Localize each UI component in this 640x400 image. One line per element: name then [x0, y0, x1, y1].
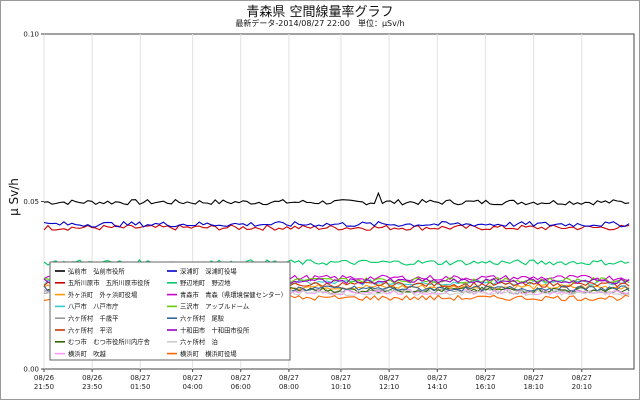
x-tick-date: 08/27: [427, 374, 447, 382]
y-tick-label: 0.05: [23, 198, 39, 206]
x-tick-time: 16:10: [475, 383, 495, 391]
x-tick-date: 08/27: [279, 374, 299, 382]
x-tick-date: 08/27: [231, 374, 251, 382]
x-tick-time: 18:10: [523, 383, 543, 391]
legend-label: 野辺地町 野辺地: [180, 278, 231, 287]
x-tick-date: 08/26: [34, 374, 55, 382]
x-tick-date: 08/27: [572, 374, 592, 382]
legend-box: [49, 261, 291, 361]
legend-label: むつ市 むつ市役所川内庁舎: [68, 337, 151, 346]
series-line: [43, 220, 630, 228]
chart-title: 青森県 空間線量率グラフ: [246, 5, 394, 20]
legend-label: 横浜町 吹越: [68, 349, 106, 358]
x-tick-time: 14:10: [427, 383, 447, 391]
legend-label: 横浜町 横浜町役場: [180, 349, 237, 358]
chart-subtitle: 最新データ-2014/08/27 22:00 単位：μSv/h: [235, 19, 405, 28]
legend-label: 五所川原市 五所川原市役所: [68, 278, 151, 287]
x-tick-date: 08/27: [379, 374, 399, 382]
x-tick-time: 01:50: [130, 383, 150, 391]
x-tick-time: 21:50: [34, 383, 54, 391]
legend-label: 三沢市 アップルドーム: [180, 302, 249, 311]
x-tick-time: 23:50: [82, 383, 102, 391]
x-tick-time: 04:00: [182, 383, 202, 391]
legend-label: 弘前市 弘前市役所: [68, 266, 125, 275]
x-tick-time: 12:10: [379, 383, 399, 391]
series-line: [43, 191, 630, 206]
x-tick-time: 06:00: [231, 383, 251, 391]
series-line: [43, 224, 630, 231]
y-tick-label: 0.00: [23, 366, 39, 374]
x-tick-date: 08/27: [331, 374, 351, 382]
legend-label: 六ヶ所村 平沼: [68, 325, 112, 334]
legend-label: 青森市 青森（県環境保健センター）: [180, 290, 287, 299]
x-tick-date: 08/27: [475, 374, 495, 382]
x-tick-time: 20:10: [572, 383, 592, 391]
legend-label: 外ヶ浜町 外ヶ浜町役場: [68, 290, 138, 299]
x-tick-date: 08/27: [182, 374, 202, 382]
x-tick-date: 08/27: [523, 374, 543, 382]
legend-label: 六ヶ所村 尾駮: [180, 314, 225, 323]
x-tick-time: 08:00: [279, 383, 299, 391]
y-tick-label: 0.10: [23, 31, 39, 39]
legend-label: 深浦町 深浦町役場: [180, 266, 237, 275]
legend-label: 十和田市 十和田市役所: [180, 325, 250, 334]
legend-label: 八戸市 八戸市庁: [68, 302, 118, 311]
legend-label: 六ヶ所村 千歳平: [68, 314, 118, 323]
x-tick-date: 08/26: [82, 374, 103, 382]
x-tick-date: 08/27: [130, 374, 150, 382]
legend-label: 六ヶ所村 泊: [180, 337, 218, 346]
x-tick-time: 10:10: [331, 383, 351, 391]
